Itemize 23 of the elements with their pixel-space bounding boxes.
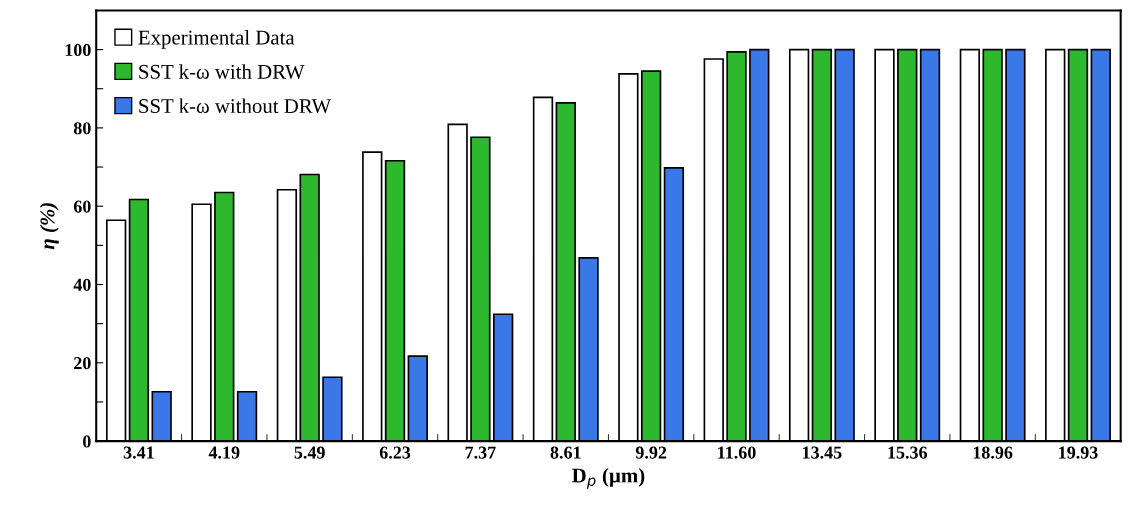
x-tick-label: 3.41 bbox=[123, 446, 154, 459]
x-tick-label: 11.60 bbox=[718, 446, 756, 459]
y-tick-label: 100 bbox=[65, 43, 91, 57]
x-tick-label: 19.93 bbox=[1059, 446, 1098, 459]
x-tick-label: 5.49 bbox=[294, 446, 325, 459]
y-tick-label: 20 bbox=[74, 357, 91, 370]
x-tick-label: 18.96 bbox=[973, 446, 1013, 459]
x-tick-label: 4.19 bbox=[208, 446, 240, 459]
y-tick-label: 0 bbox=[83, 435, 91, 448]
x-tick-label: 13.45 bbox=[803, 446, 842, 459]
legend-label: SST k-ω without DRW bbox=[139, 98, 332, 114]
x-tick-label: 8.61 bbox=[550, 446, 581, 459]
x-tick-label: 6.23 bbox=[379, 446, 411, 459]
legend-label: SST k-ω with DRW bbox=[139, 64, 305, 79]
x-tick-label: 9.92 bbox=[635, 446, 667, 459]
x-axis-title: D$_{p}$ (µm) bbox=[572, 467, 645, 489]
x-tick-label: 15.36 bbox=[888, 446, 928, 459]
legend-label: Experimental Data bbox=[138, 29, 295, 49]
y-tick-label: 40 bbox=[73, 278, 91, 291]
y-axis-title: η (%) bbox=[39, 203, 59, 250]
y-tick-label: 60 bbox=[73, 200, 91, 213]
y-tick-label: 80 bbox=[73, 122, 91, 135]
x-tick-label: 7.37 bbox=[465, 446, 496, 459]
